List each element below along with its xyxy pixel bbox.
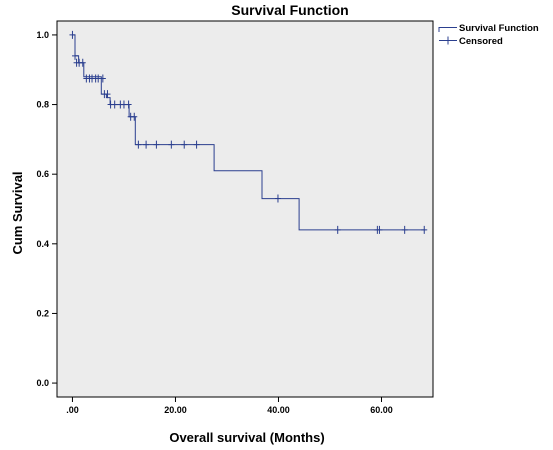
- censored-marker: [125, 100, 132, 109]
- censored-marker: [143, 140, 150, 149]
- censored-marker: [72, 51, 79, 60]
- legend: Survival Function Censored: [438, 23, 539, 47]
- censored-marker: [153, 140, 160, 149]
- legend-step-line-icon: [438, 27, 457, 32]
- legend-label-survival-function: Survival Function: [459, 23, 539, 34]
- y-tick-label: 0.6: [36, 169, 49, 179]
- x-axis-ticks: .00 20.00 40.00 60.00: [66, 397, 393, 415]
- y-axis-ticks: 0.0 0.2 0.4 0.6 0.8 1.0: [36, 30, 57, 388]
- censored-marker: [111, 100, 118, 109]
- x-tick-label: .00: [66, 405, 79, 415]
- plot-area: [56, 20, 434, 398]
- legend-label-censored: Censored: [459, 36, 503, 47]
- legend-item-survival-function: Survival Function: [438, 23, 539, 34]
- censored-marker: [181, 140, 188, 149]
- x-tick-label: 20.00: [164, 405, 187, 415]
- censored-marker: [79, 58, 86, 67]
- y-tick-label: 0.0: [36, 378, 49, 388]
- censored-marker: [168, 140, 175, 149]
- censored-marker: [131, 112, 138, 121]
- censored-marker: [193, 140, 200, 149]
- censored-marker: [376, 225, 383, 234]
- censored-marker: [421, 225, 428, 234]
- y-tick-label: 0.4: [36, 239, 49, 249]
- y-tick-label: 0.2: [36, 308, 49, 318]
- y-axis-label: Cum Survival: [10, 171, 25, 254]
- x-tick-label: 60.00: [370, 405, 393, 415]
- censored-marker: [401, 225, 408, 234]
- censored-marker: [135, 140, 142, 149]
- x-axis-label: Overall survival (Months): [169, 430, 324, 445]
- censored-markers: [69, 30, 428, 234]
- censored-marker: [69, 30, 76, 39]
- legend-item-censored: Censored: [439, 36, 503, 47]
- chart-title: Survival Function: [231, 2, 348, 18]
- censored-marker: [104, 90, 111, 99]
- x-tick-label: 40.00: [267, 405, 290, 415]
- censored-marker: [334, 225, 341, 234]
- y-tick-label: 0.8: [36, 100, 49, 110]
- y-tick-label: 1.0: [36, 30, 49, 40]
- legend-plus-icon: [439, 36, 457, 45]
- censored-marker: [274, 194, 281, 203]
- censored-marker: [99, 74, 106, 83]
